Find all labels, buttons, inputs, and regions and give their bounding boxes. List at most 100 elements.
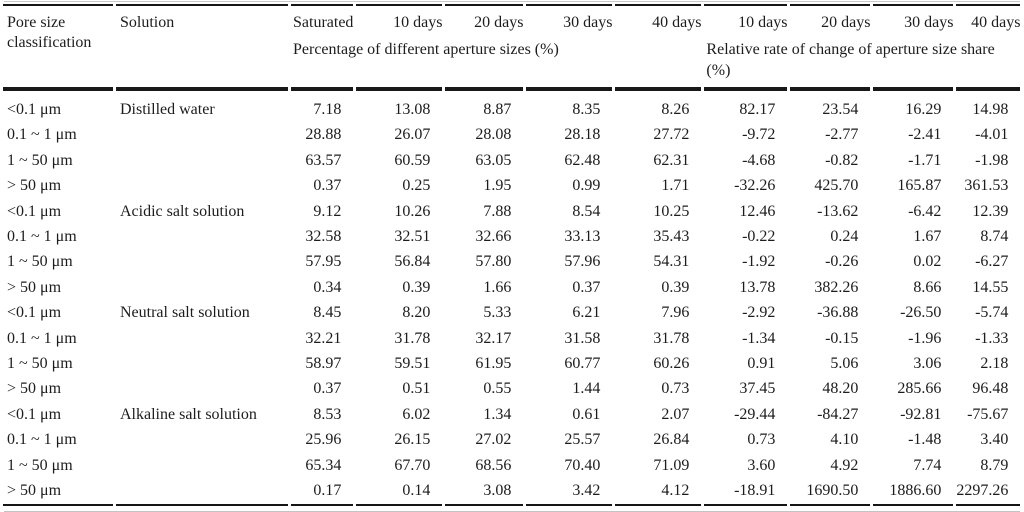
solution-cell: [116, 224, 288, 249]
solution-cell: [116, 275, 288, 300]
solution-cell: [116, 453, 288, 478]
value-cell-40days-pct: 62.31: [653, 151, 690, 169]
value-cell-40days-pct: 0.39: [661, 278, 690, 296]
pore-size-cell: 1 ~ 50 μm: [7, 355, 73, 373]
value-cell-30days-rate: -1.96: [908, 329, 942, 347]
value-cell-10days-pct: 31.78: [394, 329, 431, 347]
value-cell-20days-rate: -0.82: [825, 151, 859, 169]
pore-size-cell: > 50 μm: [7, 278, 62, 296]
value-cell-40days-rate: -1.33: [975, 329, 1009, 347]
value-cell-20days-rate: 0.24: [830, 228, 859, 246]
value-cell-20days-pct: 32.66: [475, 228, 512, 246]
solution-cell: [116, 148, 288, 173]
value-cell-40days-rate: 8.74: [980, 228, 1009, 246]
value-cell-20days-pct: 27.02: [475, 431, 512, 449]
value-cell-10days-rate: -29.44: [734, 405, 776, 423]
value-cell-30days-rate: 165.87: [897, 177, 942, 195]
table-body: <0.1 μm Distilled water 7.18 13.08 8.87 …: [3, 97, 1021, 506]
value-cell-30days-rate: -92.81: [900, 405, 942, 423]
value-cell-40days-pct: 2.07: [661, 405, 690, 423]
value-cell-40days-pct: 8.26: [661, 101, 690, 118]
table-row: <0.1 μm Acidic salt solution 9.12 10.26 …: [3, 199, 1020, 224]
value-cell-10days-rate: -1.34: [742, 329, 776, 347]
solution-cell: [116, 478, 288, 506]
value-cell-30days-rate: -1.48: [908, 431, 942, 449]
value-cell-20days-pct: 1.95: [483, 177, 512, 195]
value-cell-30days-pct: 1.44: [572, 380, 601, 398]
value-cell-10days-pct: 67.70: [394, 456, 431, 474]
value-cell-10days-pct: 32.51: [394, 228, 431, 246]
col-header-30days-pct: 30 days: [526, 4, 613, 33]
value-cell-40days-rate: -75.67: [967, 405, 1009, 423]
table-row: 0.1 ~ 1 μm 32.21 31.78 32.17 31.58 31.78…: [3, 326, 1020, 351]
value-cell-40days-pct: 27.72: [653, 126, 690, 144]
value-cell-20days-pct: 1.34: [483, 405, 512, 423]
table-row: 1 ~ 50 μm 63.57 60.59 63.05 62.48 62.31 …: [3, 148, 1020, 173]
value-cell-30days-rate: 8.66: [913, 278, 942, 296]
col-header-40days-rate: 40 days: [956, 4, 1021, 33]
solution-cell: Neutral salt solution: [120, 304, 250, 322]
value-cell-10days-rate: -1.92: [742, 253, 776, 271]
value-cell-20days-rate: 23.54: [822, 101, 859, 118]
value-cell-30days-rate: -26.50: [900, 304, 942, 322]
solution-cell: Alkaline salt solution: [120, 405, 257, 423]
value-cell-40days-rate: 96.48: [972, 380, 1009, 398]
col-header-solution: Solution: [116, 4, 288, 87]
value-cell-saturated: 65.34: [305, 456, 342, 474]
value-cell-20days-pct: 5.33: [483, 304, 512, 322]
value-cell-10days-rate: 82.17: [739, 101, 776, 118]
value-cell-30days-rate: 0.02: [913, 253, 942, 271]
value-cell-20days-rate: -36.88: [817, 304, 859, 322]
solution-cell: [116, 326, 288, 351]
pore-size-cell: > 50 μm: [7, 380, 62, 398]
value-cell-20days-pct: 61.95: [475, 355, 512, 373]
value-cell-10days-rate: 13.78: [739, 278, 776, 296]
value-cell-30days-pct: 70.40: [564, 456, 601, 474]
value-cell-40days-pct: 0.73: [661, 380, 690, 398]
value-cell-30days-rate: -1.71: [908, 151, 942, 169]
pore-size-cell: 0.1 ~ 1 μm: [7, 228, 77, 246]
value-cell-10days-rate: 0.91: [747, 355, 776, 373]
value-cell-40days-pct: 71.09: [653, 456, 690, 474]
value-cell-30days-pct: 0.37: [572, 278, 601, 296]
value-cell-40days-rate: 2.18: [980, 355, 1009, 373]
solution-cell: [116, 173, 288, 198]
header-divider-rule: [3, 87, 1021, 97]
value-cell-20days-rate: 382.26: [814, 278, 859, 296]
table-row: <0.1 μm Alkaline salt solution 8.53 6.02…: [3, 402, 1020, 427]
col-header-20days-rate: 20 days: [790, 4, 871, 33]
value-cell-saturated: 32.58: [305, 228, 342, 246]
value-cell-20days-rate: 48.20: [822, 380, 859, 398]
solution-cell: [116, 249, 288, 274]
value-cell-10days-pct: 10.26: [394, 202, 431, 220]
value-cell-30days-pct: 0.61: [572, 405, 601, 423]
value-cell-30days-pct: 6.21: [572, 304, 601, 322]
value-cell-30days-pct: 31.58: [564, 329, 601, 347]
col-header-30days-rate: 30 days: [873, 4, 954, 33]
table-row: 0.1 ~ 1 μm 28.88 26.07 28.08 28.18 27.72…: [3, 122, 1020, 147]
value-cell-10days-rate: 0.73: [747, 431, 776, 449]
value-cell-30days-pct: 8.35: [572, 101, 601, 118]
value-cell-10days-pct: 26.07: [394, 126, 431, 144]
table-row: 0.1 ~ 1 μm 25.96 26.15 27.02 25.57 26.84…: [3, 427, 1020, 452]
group-header-relative-rate: Relative rate of change of aperture size…: [706, 41, 995, 79]
value-cell-saturated: 0.17: [291, 478, 354, 506]
value-cell-20days-pct: 63.05: [475, 151, 512, 169]
value-cell-saturated: 7.18: [313, 101, 342, 118]
value-cell-10days-pct: 59.51: [394, 355, 431, 373]
value-cell-20days-pct: 8.87: [483, 101, 512, 118]
pore-size-cell: 1 ~ 50 μm: [7, 456, 73, 474]
solution-cell: [116, 427, 288, 452]
table-row: > 50 μm 0.37 0.51 0.55 1.44 0.73 37.45 4…: [3, 376, 1020, 401]
pore-size-cell: <0.1 μm: [7, 304, 62, 322]
col-header-20days-pct: 20 days: [445, 4, 524, 33]
value-cell-30days-pct: 57.96: [564, 253, 601, 271]
pore-size-cell: 0.1 ~ 1 μm: [7, 126, 77, 144]
table-header: Pore size classification Solution Satura…: [3, 4, 1021, 97]
value-cell-saturated: 25.96: [305, 431, 342, 449]
col-header-pore-size: Pore size classification: [3, 4, 113, 87]
value-cell-40days-rate: -1.98: [975, 151, 1009, 169]
value-cell-10days-pct: 0.39: [402, 278, 431, 296]
pore-size-cell: 1 ~ 50 μm: [7, 253, 73, 271]
table-row: 1 ~ 50 μm 57.95 56.84 57.80 57.96 54.31 …: [3, 249, 1020, 274]
